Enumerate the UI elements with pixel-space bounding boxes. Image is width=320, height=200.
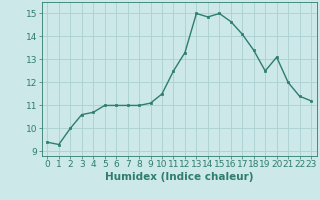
X-axis label: Humidex (Indice chaleur): Humidex (Indice chaleur) [105,172,253,182]
